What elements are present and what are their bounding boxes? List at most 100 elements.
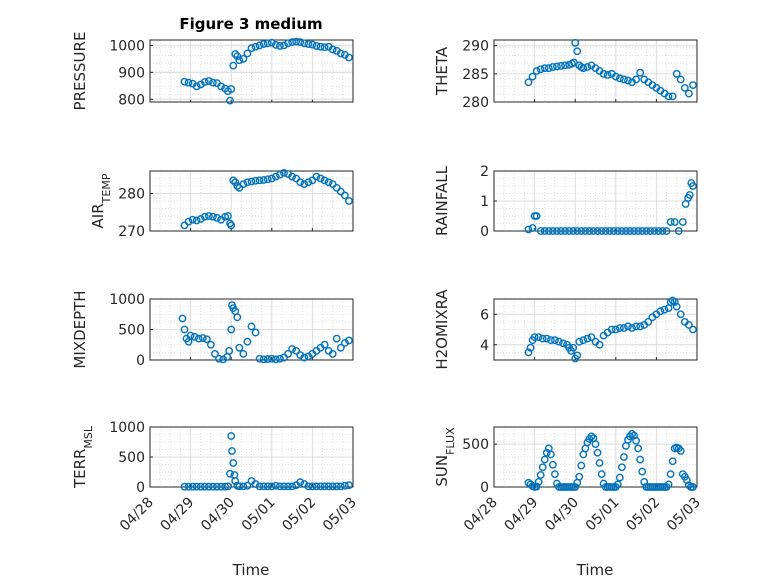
data-point — [581, 227, 590, 235]
data-point — [636, 322, 645, 331]
x-tick-label: 05/03 — [320, 495, 360, 535]
data-point — [221, 482, 230, 491]
data-point — [557, 227, 565, 235]
y-axis-label-2: AIRTEMP — [89, 173, 113, 228]
data-point — [540, 227, 549, 235]
data-point — [345, 53, 353, 62]
data-point — [678, 218, 687, 226]
data-point — [676, 75, 685, 84]
data-point — [267, 354, 276, 363]
data-point — [284, 39, 292, 48]
data-point — [204, 212, 213, 220]
data-point — [664, 92, 673, 101]
data-point — [646, 227, 655, 235]
data-point — [546, 450, 555, 459]
data-point — [622, 227, 630, 235]
data-point — [585, 227, 594, 235]
data-point — [204, 482, 213, 491]
data-point — [280, 168, 288, 177]
y-tick-label: 2 — [480, 164, 489, 180]
data-point — [664, 480, 673, 489]
panel-sun-flux: 04/28 04/29 04/30 05/01 05/02 05/03 0 500 SUNFLU… — [433, 426, 704, 535]
data-point — [611, 72, 620, 81]
data-point — [634, 444, 643, 453]
data-point — [544, 64, 553, 73]
data-point — [654, 227, 663, 235]
data-point — [312, 482, 321, 491]
data-point — [239, 482, 248, 491]
data-point — [532, 212, 541, 220]
data-point — [548, 460, 557, 469]
data-point — [198, 334, 207, 342]
data-point — [263, 175, 272, 184]
data-point — [225, 346, 234, 355]
x-tick-label: 04/30 — [542, 495, 582, 535]
data-point — [670, 298, 679, 306]
data-point — [534, 477, 543, 486]
data-point — [593, 448, 602, 457]
data-point — [620, 75, 628, 84]
data-point — [662, 227, 671, 235]
data-point — [288, 482, 296, 491]
data-point — [227, 432, 236, 440]
data-point — [685, 191, 694, 199]
data-point — [528, 224, 537, 232]
x-tick-label: 04/28 — [117, 495, 157, 535]
data-point — [624, 322, 632, 331]
data-point — [575, 337, 584, 346]
data-point — [569, 343, 578, 352]
axes-box — [493, 298, 698, 361]
data-point — [188, 482, 197, 491]
y-tick-label: 280 — [118, 187, 145, 203]
data-point — [271, 355, 280, 364]
data-point — [595, 459, 604, 467]
y-tick-label: 900 — [118, 65, 145, 81]
data-point — [229, 459, 238, 467]
data-point — [233, 52, 242, 61]
data-point — [231, 50, 240, 58]
data-point — [573, 351, 582, 360]
y-axis-label-1: THETA — [433, 46, 451, 96]
data-point — [628, 324, 636, 332]
panel-air-temp: 270 280 AIRTEMP — [89, 168, 354, 240]
data-point — [587, 333, 596, 342]
data-point — [288, 38, 296, 47]
data-point — [259, 40, 268, 48]
data-point — [259, 482, 268, 491]
data-point — [243, 481, 252, 490]
axes-box — [493, 426, 698, 488]
x-tick-label: 05/02 — [279, 495, 319, 535]
y-tick-label: 6 — [480, 307, 489, 323]
data-point — [624, 76, 632, 85]
data-point — [345, 481, 353, 490]
data-point — [589, 227, 598, 235]
data-point — [656, 307, 665, 316]
data-point — [271, 172, 280, 181]
data-point — [689, 325, 697, 334]
data-point — [209, 212, 217, 221]
data-point — [680, 84, 689, 92]
data-point — [607, 325, 616, 334]
y-axis-label-3: RAINFALL — [433, 165, 451, 236]
data-point — [215, 354, 223, 363]
data-point — [336, 482, 345, 491]
data-point — [668, 296, 677, 305]
y-tick-label: 1000 — [109, 38, 145, 54]
data-point — [668, 92, 677, 101]
y-tick-label: 290 — [462, 39, 489, 55]
data-point — [320, 482, 329, 491]
data-point — [573, 47, 582, 56]
y-tick-label: 1000 — [109, 420, 145, 436]
data-point — [532, 67, 541, 75]
data-point — [200, 78, 209, 86]
data-point — [345, 197, 353, 205]
data-point — [536, 227, 545, 235]
data-point — [634, 227, 643, 235]
data-point — [332, 334, 341, 343]
data-point — [524, 348, 533, 357]
data-point — [229, 176, 238, 185]
data-point — [227, 85, 236, 93]
y-tick-label: 500 — [118, 450, 145, 466]
data-point — [620, 453, 628, 461]
